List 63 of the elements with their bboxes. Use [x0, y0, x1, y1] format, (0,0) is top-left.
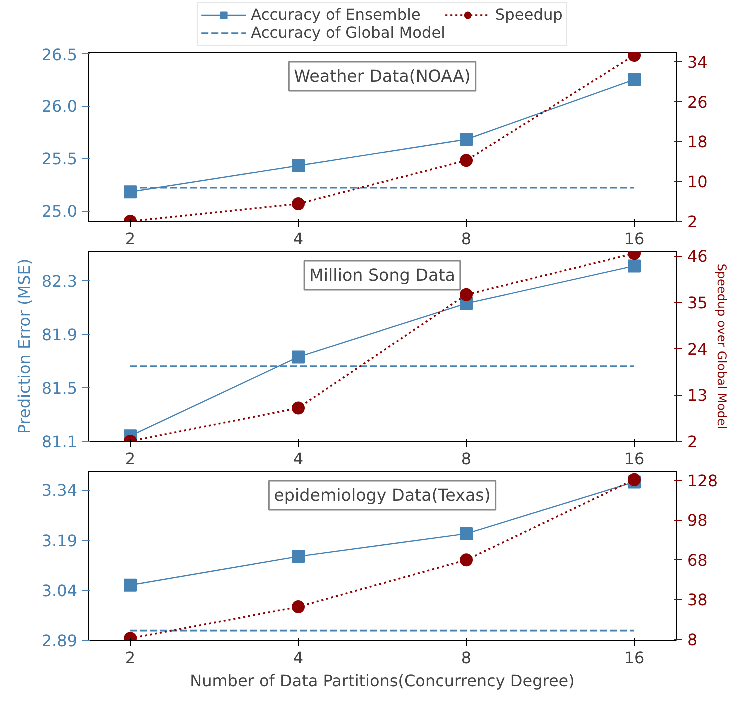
- y-axis-title: Prediction Error (MSE): [14, 258, 34, 434]
- y2-tick-label: 13: [688, 386, 708, 406]
- point: [292, 198, 305, 211]
- point: [292, 600, 305, 614]
- y2-tick-label: 46: [688, 247, 708, 266]
- x-tick-label: 16: [624, 648, 645, 668]
- x-tick-label: 16: [624, 450, 645, 468]
- y2-tick-label: 10: [688, 172, 708, 192]
- point: [628, 473, 641, 486]
- point: [292, 550, 305, 564]
- y2-tick-label: 128: [688, 471, 718, 490]
- y-tick-label: 25.5: [42, 150, 78, 169]
- x-tick-label: 2: [125, 230, 136, 248]
- y-tick-label: 3.34: [42, 481, 78, 500]
- y2-tick-label: 26: [688, 92, 708, 112]
- point: [460, 554, 473, 567]
- point: [628, 260, 641, 273]
- point: [292, 159, 305, 172]
- y2-tick-label: 8: [688, 630, 698, 650]
- y-tick-label: 81.9: [42, 325, 78, 344]
- legend-label: Accuracy of Ensemble: [251, 6, 421, 24]
- point: [628, 73, 641, 86]
- x-tick-label: 4: [293, 230, 304, 248]
- y-tick-label: 26.0: [42, 97, 78, 116]
- y-tick-label: 81.5: [42, 378, 78, 398]
- y2-tick-label: 24: [688, 340, 708, 359]
- x-tick-label: 16: [624, 230, 645, 248]
- x-tick-label: 2: [125, 648, 136, 668]
- y2-tick-label: 18: [688, 132, 708, 152]
- y-tick-label: 81.1: [42, 432, 78, 452]
- text: Weather Data(NOAA): [294, 67, 471, 86]
- y-tick-label: 3.04: [42, 581, 78, 600]
- x-axis-title: Number of Data Partitions(Concurrency Degree): [190, 672, 575, 690]
- point: [460, 288, 473, 302]
- x-tick-label: 8: [461, 230, 472, 248]
- x-tick-label: 4: [293, 450, 304, 468]
- y2-tick-label: 68: [688, 550, 708, 570]
- y2-tick-label: 34: [688, 52, 708, 72]
- y2-tick-label: 2: [688, 432, 698, 452]
- y-tick-label: 26.5: [42, 46, 78, 64]
- x-tick-label: 4: [293, 648, 304, 668]
- y-tick-label: 3.19: [42, 531, 78, 550]
- point: [460, 154, 473, 168]
- y2-tick-label: 98: [688, 511, 708, 530]
- point: [124, 186, 137, 199]
- text: epidemiology Data(Texas): [274, 486, 491, 505]
- y2-axis-title: Speedup over Global Model: [714, 264, 729, 430]
- x-tick-label: 2: [125, 450, 136, 468]
- y-tick-label: 25.0: [42, 202, 78, 222]
- point: [460, 527, 473, 540]
- y-tick-label: 82.3: [42, 272, 78, 291]
- y2-tick-label: 38: [688, 590, 708, 610]
- point: [292, 350, 305, 364]
- legend-label: Speedup: [495, 6, 563, 24]
- point: [124, 578, 137, 592]
- legend-label: Accuracy of Global Model: [251, 24, 446, 42]
- y-tick-label: 2.89: [42, 632, 78, 650]
- y2-tick-label: 35: [688, 293, 708, 312]
- x-tick-label: 8: [461, 450, 472, 468]
- text: Million Song Data: [310, 266, 456, 285]
- point: [460, 133, 473, 146]
- y2-tick-label: 2: [688, 212, 698, 232]
- x-tick-label: 8: [461, 648, 472, 668]
